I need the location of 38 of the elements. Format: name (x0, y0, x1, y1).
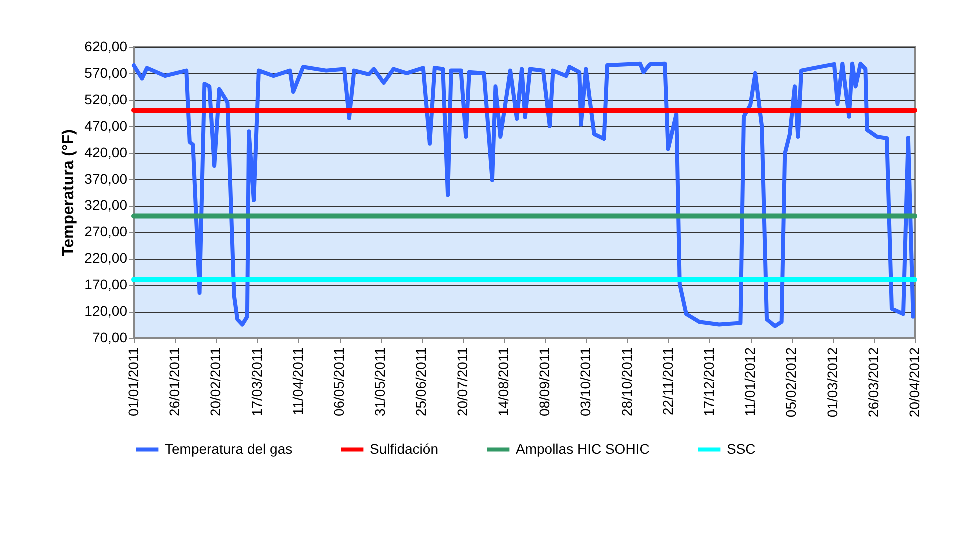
x-tick-label: 17/12/2011 (700, 347, 717, 417)
x-tick-label: 06/05/2011 (331, 347, 348, 417)
y-tick-label: 520,00 (84, 91, 128, 108)
x-tick-label: 26/01/2011 (166, 347, 183, 417)
x-tick-label: 08/09/2011 (536, 347, 553, 417)
x-tick-label: 17/03/2011 (248, 347, 265, 417)
legend-label: SSC (727, 440, 756, 457)
x-tick-label: 20/07/2011 (454, 347, 470, 417)
legend-label: Sulfidación (370, 440, 438, 457)
y-axis-title: Temperatura (°F) (60, 129, 78, 257)
y-tick-label: 420,00 (84, 144, 128, 160)
x-tick-label: 26/03/2012 (865, 347, 882, 418)
y-tick-label: 120,00 (84, 303, 128, 320)
x-tick-label: 22/11/2011 (660, 347, 676, 416)
y-tick-label: 320,00 (84, 197, 128, 214)
x-tick-label: 01/03/2012 (824, 347, 840, 418)
x-tick-label: 25/06/2011 (413, 347, 430, 417)
x-tick-label: 20/04/2012 (906, 347, 922, 418)
y-tick-label: 470,00 (84, 118, 128, 134)
y-tick-label: 170,00 (84, 276, 128, 293)
y-tick-label: 220,00 (84, 250, 128, 266)
x-tick-label: 11/01/2012 (742, 347, 758, 417)
y-tick-label: 70,00 (92, 330, 128, 346)
x-tick-label: 01/01/2011 (126, 347, 142, 417)
x-tick-label: 20/02/2011 (208, 347, 224, 417)
x-tick-label: 31/05/2011 (372, 347, 388, 417)
x-tick-label: 28/10/2011 (618, 347, 635, 417)
x-tick-label: 03/10/2011 (578, 347, 594, 417)
x-tick-label: 14/08/2011 (495, 347, 512, 417)
y-tick-label: 370,00 (84, 170, 128, 187)
x-tick-label: 11/04/2011 (290, 347, 306, 416)
y-tick-label: 620,00 (84, 38, 128, 54)
legend-label: Temperatura del gas (165, 440, 293, 457)
x-tick-label: 05/02/2012 (783, 347, 800, 418)
legend-label: Ampollas HIC SOHIC (516, 440, 650, 457)
y-tick-label: 570,00 (84, 64, 128, 81)
line-series (132, 62, 916, 328)
y-tick-label: 270,00 (84, 224, 128, 240)
